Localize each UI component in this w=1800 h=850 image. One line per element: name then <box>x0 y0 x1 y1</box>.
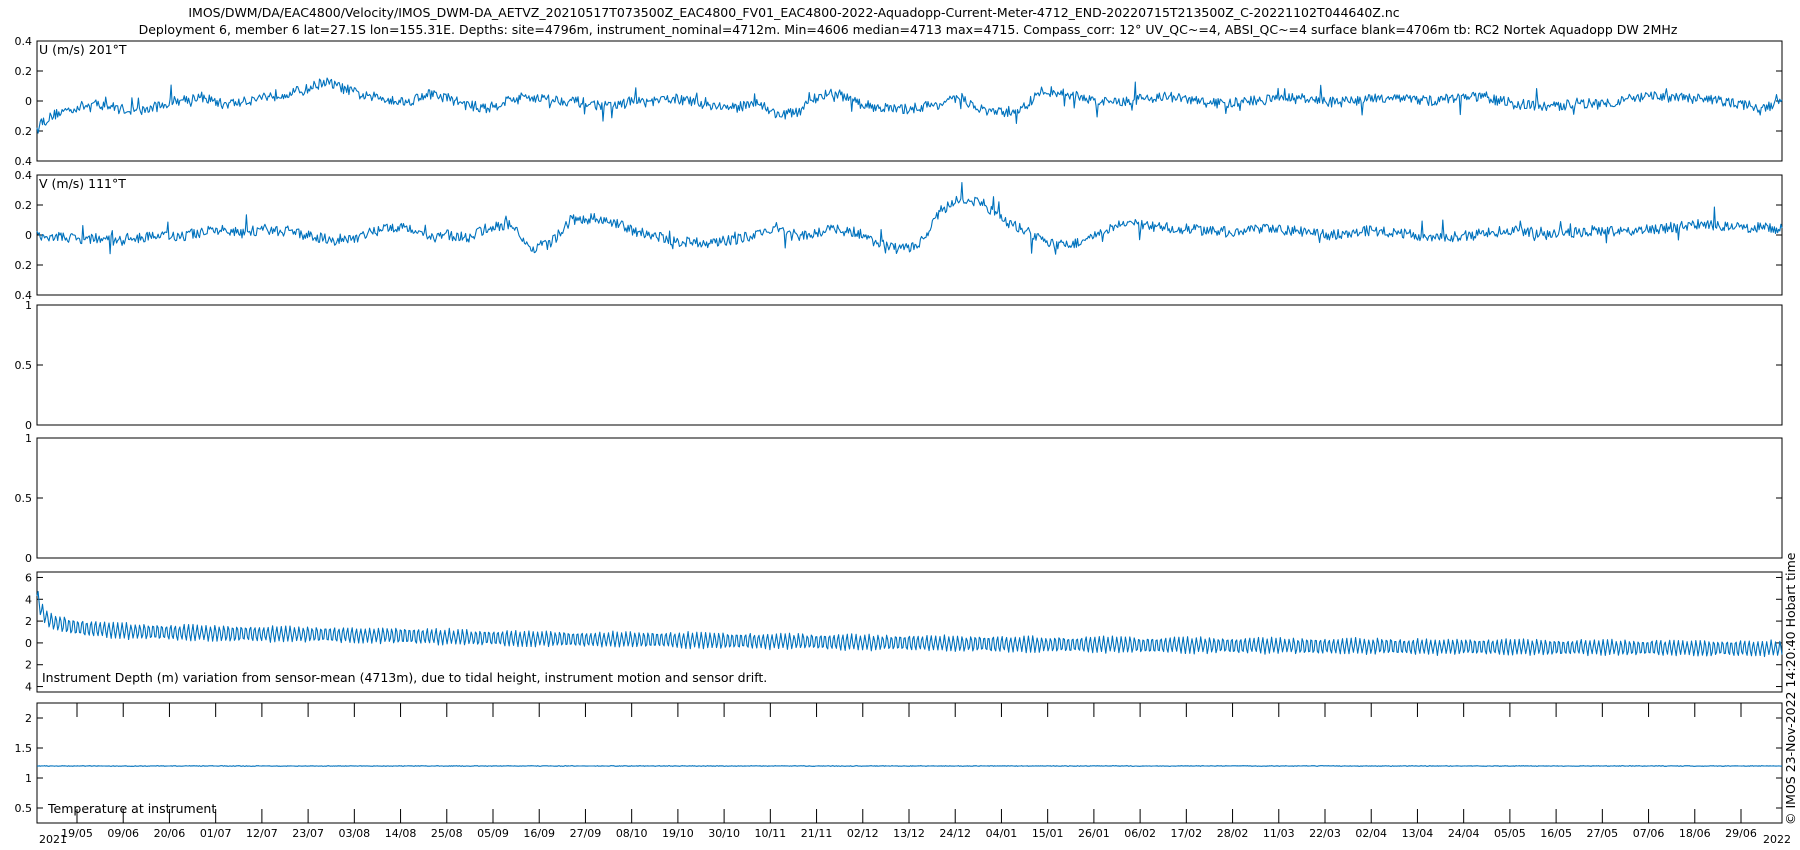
x-tick-label: 24/04 <box>1448 827 1480 840</box>
panel-frame <box>36 174 1783 296</box>
credit-label: © IMOS 23-Nov-2022 14:20:40 Hobart time <box>1783 552 1798 825</box>
x-tick-label: 04/01 <box>986 827 1018 840</box>
x-tick-label: 08/10 <box>616 827 648 840</box>
y-tick-label: 1 <box>25 432 32 445</box>
panel-frame <box>36 702 1783 824</box>
x-tick-label: 09/06 <box>107 827 139 840</box>
series-line-1 <box>36 590 1783 658</box>
y-tick-label: 4 <box>25 593 32 606</box>
y-tick-label: 0.2 <box>15 65 33 78</box>
panels: 0.4 0.2 0 0.2 0.4 U (m/s) 201°T 0.4 0.2 0 0.2 0.4 V… <box>15 35 1783 824</box>
x-tick-label: 16/09 <box>523 827 555 840</box>
y-tick-label: 0 <box>25 95 32 108</box>
y-tick-label: 0.4 <box>15 289 33 302</box>
chart-panel-3: 10.50 <box>15 299 1783 432</box>
x-tick-label: 23/07 <box>292 827 324 840</box>
panel-frame <box>36 437 1783 559</box>
x-tick-label: 16/05 <box>1540 827 1572 840</box>
y-tick-label: 0.2 <box>15 259 33 272</box>
y-tick-label: 0.4 <box>15 35 33 48</box>
series-line-1 <box>36 182 1783 255</box>
chart-panel-4: 10.50 <box>15 432 1783 565</box>
chart-panel-5: 6 4 2 0 2 4 Instrument Depth (m) variation fro… <box>25 571 1783 694</box>
panel-label: V (m/s) 111°T <box>39 176 126 191</box>
x-tick-label: 30/10 <box>708 827 740 840</box>
x-tick-label: 22/03 <box>1309 827 1341 840</box>
y-tick-label: 0.5 <box>15 802 33 815</box>
x-tick-label: 11/03 <box>1263 827 1295 840</box>
panel-frame <box>36 40 1783 162</box>
x-tick-label: 26/01 <box>1078 827 1110 840</box>
x-tick-label: 29/06 <box>1725 827 1757 840</box>
y-tick-label: 1 <box>25 772 32 785</box>
y-tick-label: 2 <box>25 659 32 672</box>
x-tick-label: 14/08 <box>385 827 417 840</box>
y-tick-label: 0.4 <box>15 155 33 168</box>
x-tick-label: 27/09 <box>570 827 602 840</box>
x-tick-label: 21/11 <box>801 827 833 840</box>
x-tick-label: 20/06 <box>154 827 186 840</box>
y-tick-label: 0 <box>25 552 32 565</box>
x-tick-label: 02/12 <box>847 827 879 840</box>
y-tick-label: 0 <box>25 419 32 432</box>
x-tick-label: 27/05 <box>1586 827 1618 840</box>
y-tick-label: 1.5 <box>15 742 33 755</box>
x-tick-label: 18/06 <box>1679 827 1711 840</box>
figure-title-line-2: Deployment 6, member 6 lat=27.1S lon=155… <box>139 22 1678 37</box>
y-tick-label: 4 <box>25 681 32 694</box>
y-tick-label: 0 <box>25 229 32 242</box>
x-tick-label: 13/12 <box>893 827 925 840</box>
x-tick-label: 05/05 <box>1494 827 1526 840</box>
y-tick-label: 2 <box>25 712 32 725</box>
x-tick-label: 25/08 <box>431 827 463 840</box>
x-axis: 19/05 09/06 20/06 01/07 12/07 23/07 03/08 14/08… <box>61 703 1757 840</box>
x-tick-label: 02/04 <box>1355 827 1387 840</box>
year-start-label: 2021 <box>39 833 67 846</box>
x-tick-label: 19/10 <box>662 827 694 840</box>
x-tick-label: 28/02 <box>1217 827 1249 840</box>
x-tick-label: 24/12 <box>939 827 971 840</box>
y-tick-label: 0.2 <box>15 199 33 212</box>
x-tick-label: 13/04 <box>1402 827 1434 840</box>
year-end-label: 2022 <box>1763 833 1791 846</box>
x-tick-label: 17/02 <box>1170 827 1202 840</box>
x-tick-label: 10/11 <box>754 827 786 840</box>
y-tick-label: 0.5 <box>15 359 33 372</box>
chart-panel-2: 0.4 0.2 0 0.2 0.4 V (m/s) 111°T <box>15 169 1783 302</box>
panel-label: Instrument Depth (m) variation from sens… <box>42 670 767 685</box>
x-tick-label: 07/06 <box>1633 827 1665 840</box>
x-tick-label: 15/01 <box>1032 827 1064 840</box>
chart-panel-1: 0.4 0.2 0 0.2 0.4 U (m/s) 201°T <box>15 35 1783 168</box>
x-tick-label: 01/07 <box>200 827 232 840</box>
chart-panel-6: 2 1.5 1 0.5 Temperature at instrument <box>15 702 1783 824</box>
y-tick-label: 2 <box>25 615 32 628</box>
x-tick-label: 06/02 <box>1124 827 1156 840</box>
figure-title-line-1: IMOS/DWM/DA/EAC4800/Velocity/IMOS_DWM-DA… <box>188 5 1399 20</box>
x-tick-label: 03/08 <box>338 827 370 840</box>
y-tick-label: 0 <box>25 637 32 650</box>
y-tick-label: 0.4 <box>15 169 33 182</box>
panel-label: U (m/s) 201°T <box>39 42 127 57</box>
x-tick-label: 12/07 <box>246 827 278 840</box>
y-tick-label: 0.5 <box>15 492 33 505</box>
x-tick-label: 19/05 <box>61 827 93 840</box>
series-line-1 <box>37 765 1783 767</box>
panel-frame <box>36 571 1783 693</box>
y-tick-label: 1 <box>25 299 32 312</box>
y-tick-label: 0.2 <box>15 125 33 138</box>
y-tick-label: 6 <box>25 571 32 584</box>
series-line-1 <box>36 77 1783 134</box>
panel-frame <box>36 304 1783 426</box>
panel-label: Temperature at instrument <box>47 801 216 816</box>
x-tick-label: 05/09 <box>477 827 509 840</box>
